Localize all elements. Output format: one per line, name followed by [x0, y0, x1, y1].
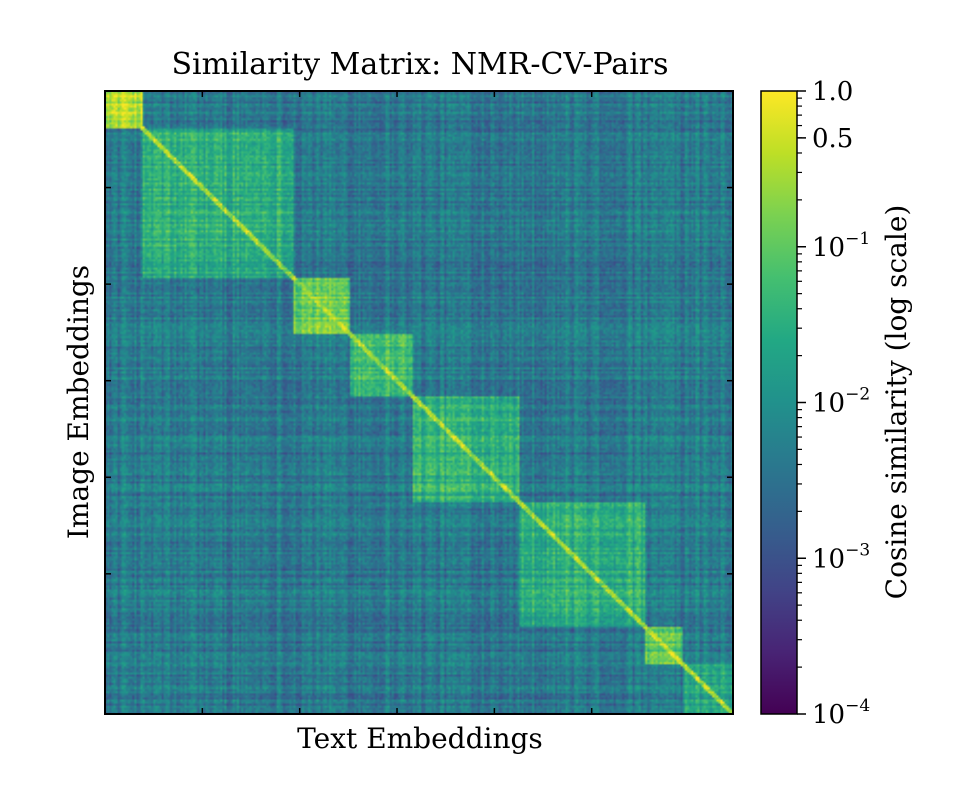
colorbar-tick-label: 10−4 — [812, 696, 870, 730]
heatmap-image — [105, 91, 733, 714]
colorbar-gradient — [760, 90, 798, 715]
colorbar-tick-exponent: −4 — [845, 696, 870, 716]
heatmap — [104, 90, 734, 715]
plot-frame — [104, 90, 734, 715]
colorbar-tick-exponent: −1 — [845, 229, 870, 249]
axis-ticks — [105, 91, 733, 714]
colorbar-label: Cosine similarity (log scale) — [880, 205, 913, 600]
colorbar-tick-label: 10−1 — [812, 229, 870, 263]
colorbar-tick-exponent: −3 — [845, 540, 870, 560]
colorbar: 1.0 0.5 10−1 10−2 10−3 10−4 Cosine similarity… — [760, 77, 913, 730]
colorbar-ticks: 1.0 0.5 10−1 10−2 10−3 10−4 — [797, 77, 870, 730]
colorbar-tick-exponent: −2 — [845, 385, 870, 405]
chart-title: Similarity Matrix: NMR-CV-Pairs — [171, 47, 668, 82]
y-axis-label: Image Embeddings — [62, 265, 95, 539]
colorbar-tick-label: 10−2 — [812, 385, 870, 419]
colorbar-tick-label: 0.5 — [812, 124, 853, 154]
colorbar-tick-label: 10−3 — [812, 540, 870, 574]
x-axis-label: Text Embeddings — [297, 722, 543, 755]
colorbar-tick-label: 1.0 — [812, 77, 853, 107]
